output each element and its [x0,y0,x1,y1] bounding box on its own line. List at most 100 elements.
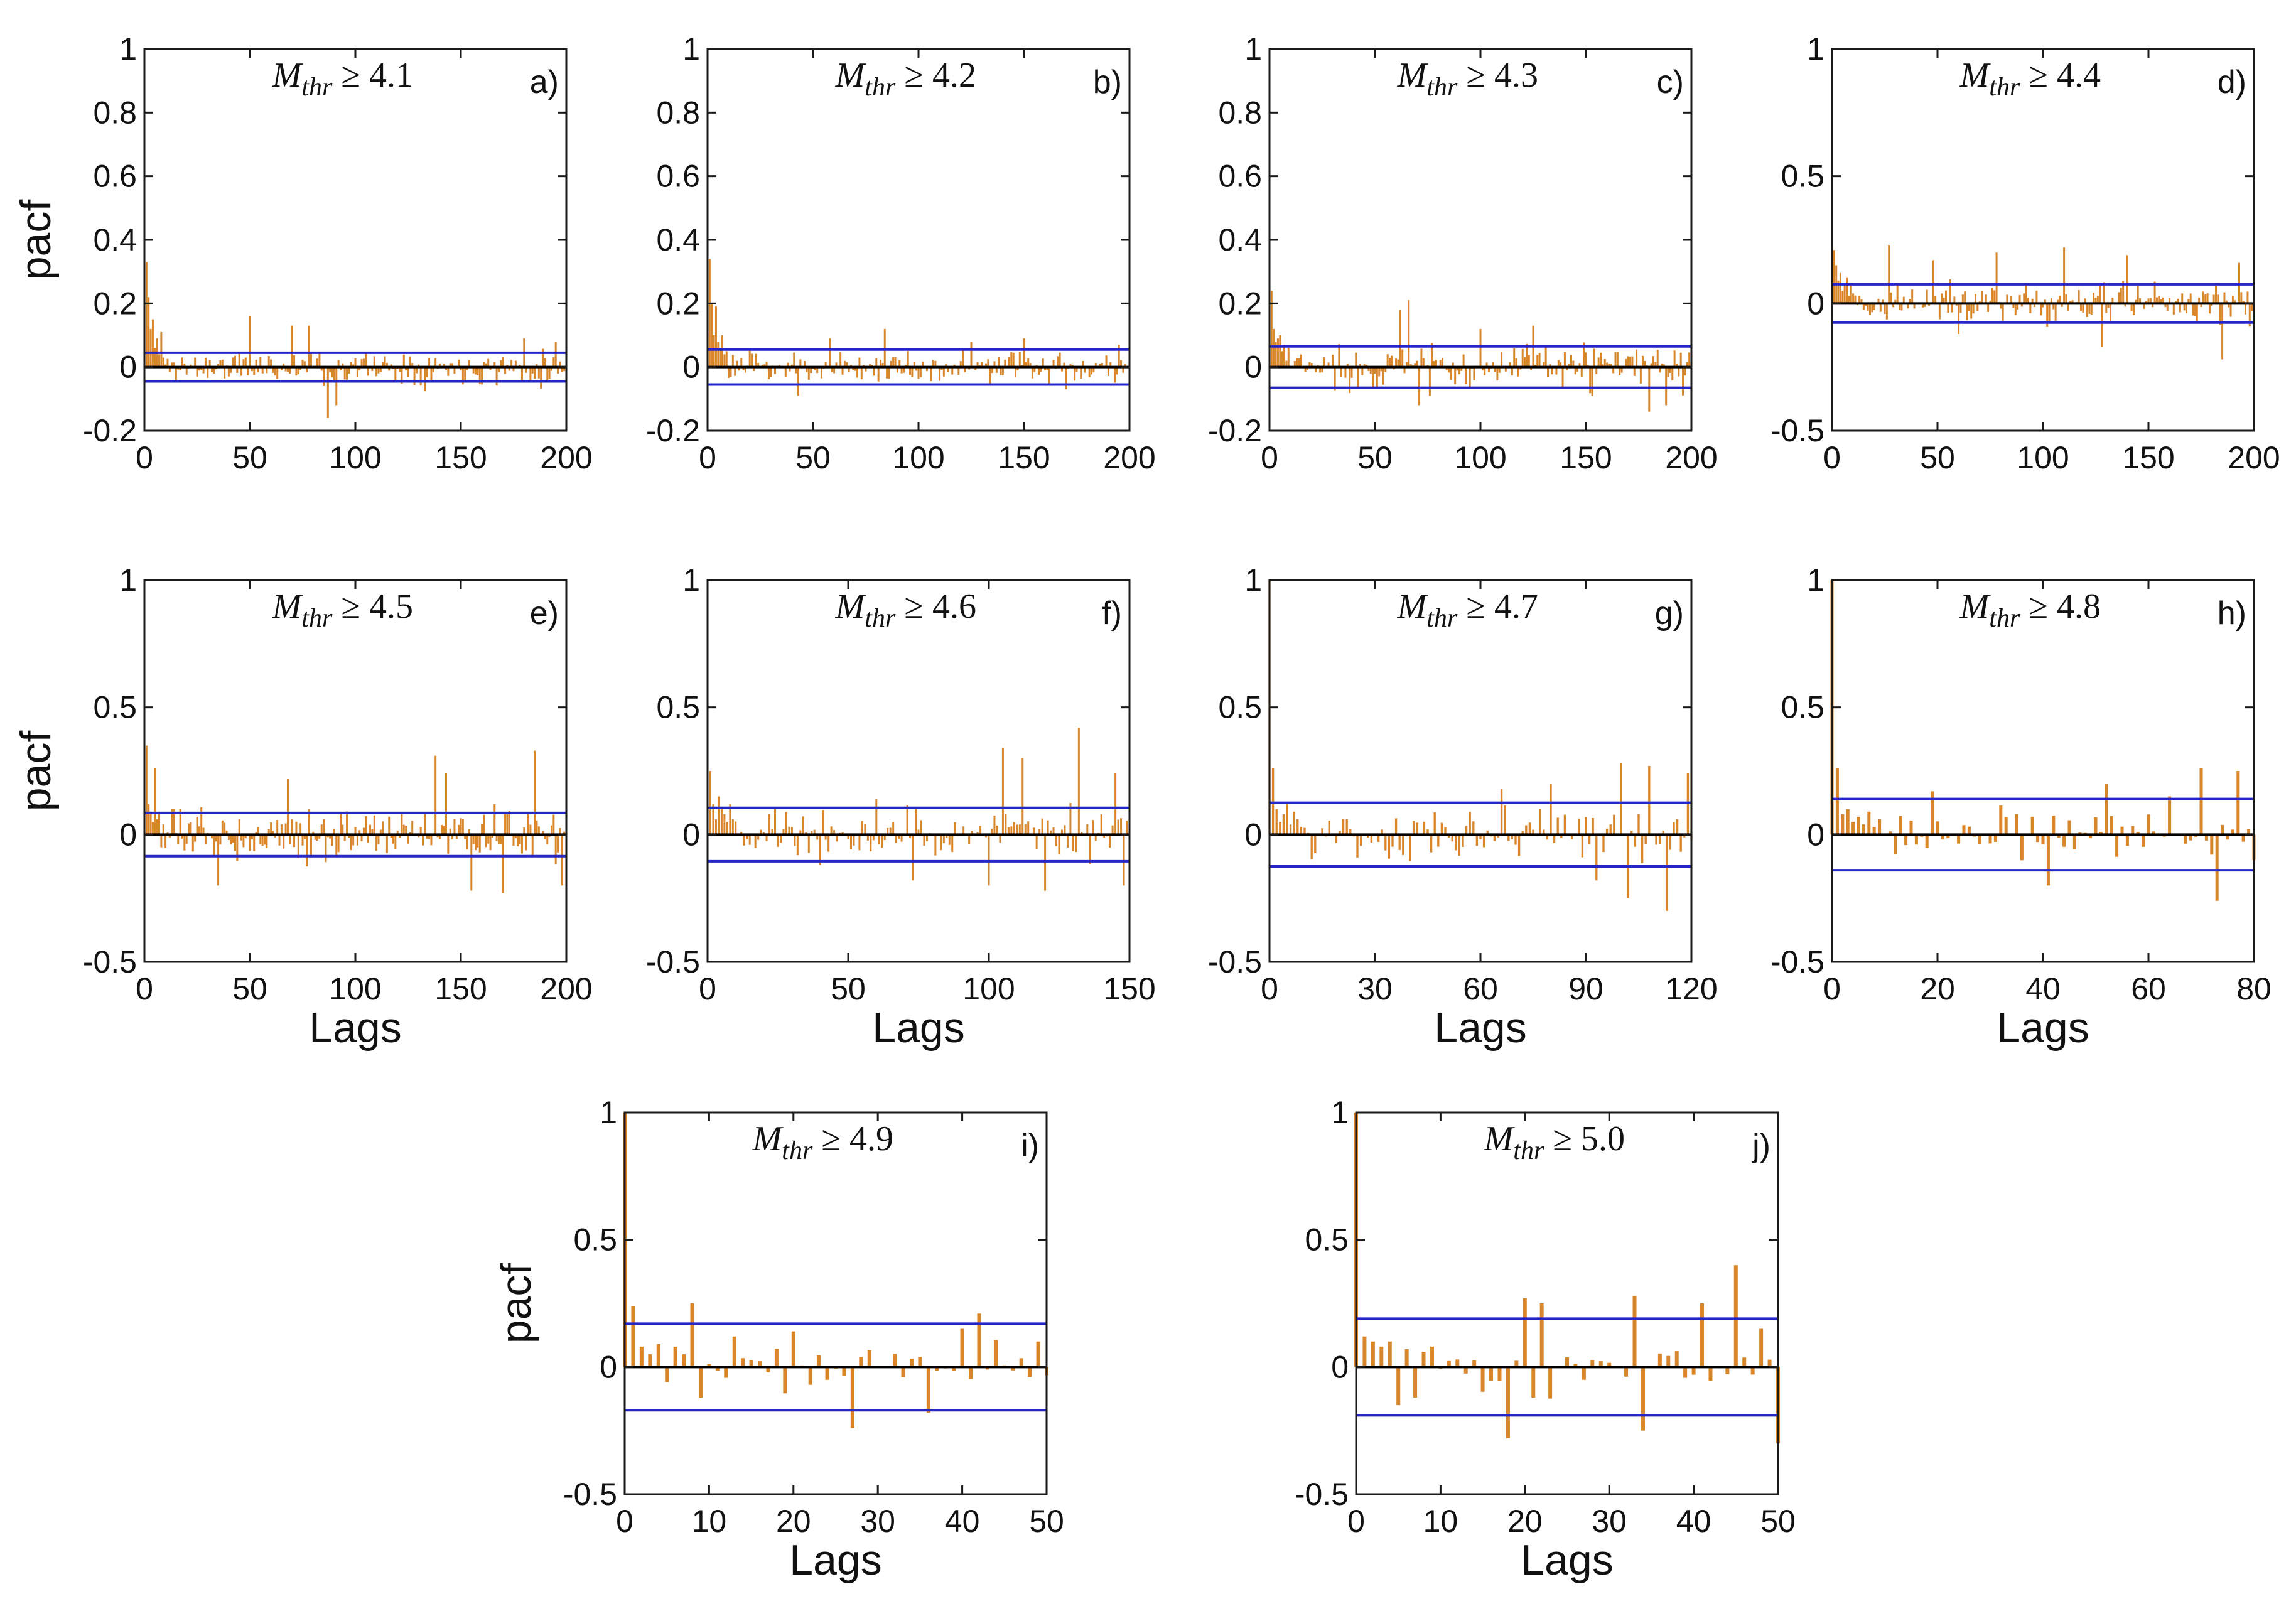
x-tick-label: 30 [860,1504,895,1539]
y-tick-label: 1 [682,563,700,598]
x-tick-label: 10 [692,1504,727,1539]
title-subscript: thr [301,604,333,633]
y-tick-label: 0.6 [1218,159,1262,194]
title-variable: M [272,587,304,626]
x-tick-label: 90 [1568,971,1603,1006]
y-tick-label: 0 [1244,350,1262,385]
title-subscript: thr [782,1136,813,1165]
x-axis-label: Lags [1521,1536,1613,1584]
panel-title: Mthr ≥ 4.6 [835,587,976,633]
title-subscript: thr [1513,1136,1544,1165]
y-tick-label: -0.5 [646,944,700,979]
x-tick-label: 0 [1823,971,1841,1006]
y-tick-label: -0.2 [83,413,137,448]
x-axis-label: Lags [1997,1004,2089,1052]
y-axis-label: pacf [12,200,60,281]
y-tick-label: -0.5 [1295,1477,1349,1512]
panel-title: Mthr ≥ 4.5 [272,587,413,633]
x-tick-label: 100 [329,971,381,1006]
y-tick-label: 0 [682,817,700,852]
axes-box [143,579,568,963]
x-tick-label: 0 [699,440,716,475]
title-threshold: ≥ 4.4 [2020,56,2101,95]
title-variable: M [1397,56,1429,95]
x-tick-label: 50 [1357,440,1393,475]
x-tick-label: 0 [136,971,153,1006]
y-tick-label: 0.5 [1218,690,1262,725]
y-tick-label: 0 [1331,1349,1349,1384]
panel-title: Mthr ≥ 4.9 [752,1119,893,1165]
x-tick-label: 50 [1920,440,1955,475]
title-threshold: ≥ 4.2 [895,56,976,95]
x-tick-label: 200 [540,971,592,1006]
axes-box [1355,1111,1779,1495]
panel-title: Mthr ≥ 4.4 [1959,56,2101,102]
axes-box [1831,579,2255,963]
x-tick-label: 150 [434,971,487,1006]
y-tick-label: 0.5 [656,690,700,725]
panel-letter: i) [1021,1128,1039,1164]
y-tick-label: 0 [682,350,700,385]
axes-box [623,1111,1048,1495]
x-tick-label: 0 [616,1504,633,1539]
panel-letter: g) [1655,595,1684,632]
panel-letter: j) [1751,1128,1771,1164]
y-tick-label: 0.5 [1781,690,1824,725]
y-tick-label: 0.2 [656,286,700,321]
x-tick-label: 150 [1560,440,1612,475]
panel-letter: a) [530,64,559,100]
x-tick-label: 100 [962,971,1015,1006]
x-tick-label: 50 [831,971,866,1006]
y-tick-label: 1 [600,1095,617,1130]
title-variable: M [835,587,867,626]
y-tick-label: -0.2 [646,413,700,448]
x-tick-label: 200 [1665,440,1717,475]
x-tick-label: 30 [1357,971,1393,1006]
title-subscript: thr [1426,73,1458,102]
x-tick-label: 120 [1665,971,1717,1006]
x-tick-label: 0 [1261,440,1278,475]
x-tick-label: 200 [2228,440,2280,475]
y-tick-label: 0 [119,817,137,852]
title-threshold: ≥ 4.7 [1457,587,1538,626]
title-threshold: ≥ 5.0 [1544,1119,1625,1158]
y-tick-label: 0 [1807,286,1824,321]
y-tick-label: 0.5 [93,690,137,725]
y-tick-label: 0.8 [656,95,700,130]
axes-box [706,579,1131,963]
panel-letter: b) [1093,64,1122,100]
y-tick-label: 0.4 [656,222,700,257]
panel-letter: d) [2218,64,2246,100]
x-tick-label: 0 [1347,1504,1365,1539]
x-tick-label: 60 [2131,971,2166,1006]
axes-box [1268,579,1693,963]
title-threshold: ≥ 4.8 [2020,587,2101,626]
y-tick-label: -0.5 [1771,413,1824,448]
y-tick-label: 0.2 [93,286,137,321]
title-variable: M [752,1119,784,1158]
title-variable: M [835,56,867,95]
x-axis-label: Lags [309,1004,401,1052]
title-threshold: ≥ 4.3 [1457,56,1538,95]
y-tick-label: 0.5 [573,1222,617,1258]
x-tick-label: 10 [1423,1504,1458,1539]
title-subscript: thr [1426,604,1458,633]
x-tick-label: 0 [136,440,153,475]
x-tick-label: 150 [2122,440,2174,475]
y-tick-label: -0.5 [1208,944,1262,979]
title-subscript: thr [1989,604,2020,633]
y-tick-label: -0.5 [1771,944,1824,979]
x-tick-label: 150 [1103,971,1155,1006]
x-tick-label: 40 [945,1504,980,1539]
title-threshold: ≥ 4.6 [895,587,976,626]
x-tick-label: 200 [1103,440,1155,475]
x-tick-label: 100 [2017,440,2069,475]
x-tick-label: 40 [2025,971,2061,1006]
